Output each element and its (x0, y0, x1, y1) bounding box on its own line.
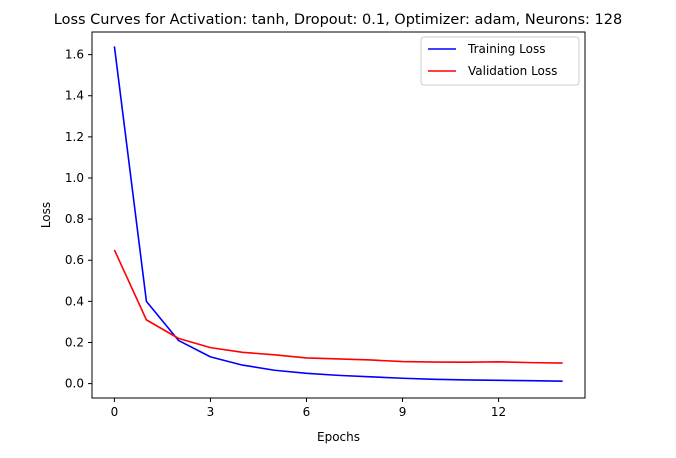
y-tick-label: 0.0 (65, 377, 84, 391)
legend: Training Loss Validation Loss (421, 37, 579, 85)
chart-title: Loss Curves for Activation: tanh, Dropou… (54, 12, 622, 28)
y-tick-label: 0.8 (65, 212, 84, 226)
y-tick-label: 0.4 (65, 294, 84, 308)
x-tick-label: 3 (207, 405, 215, 419)
x-tick-label: 0 (111, 405, 119, 419)
y-axis-label: Loss (39, 202, 53, 228)
y-tick-label: 1.0 (65, 171, 84, 185)
y-tick-label: 0.2 (65, 335, 84, 349)
y-tick-label: 1.2 (65, 130, 84, 144)
legend-label-training-loss: Training Loss (467, 42, 545, 56)
legend-label-validation-loss: Validation Loss (468, 64, 557, 78)
x-axis-label: Epochs (317, 430, 360, 444)
x-tick-label: 12 (491, 405, 506, 419)
y-tick-label: 0.6 (65, 253, 84, 267)
x-tick-label: 9 (399, 405, 407, 419)
y-tick-label: 1.4 (65, 89, 84, 103)
x-tick-label: 6 (303, 405, 311, 419)
y-tick-label: 1.6 (65, 48, 84, 62)
